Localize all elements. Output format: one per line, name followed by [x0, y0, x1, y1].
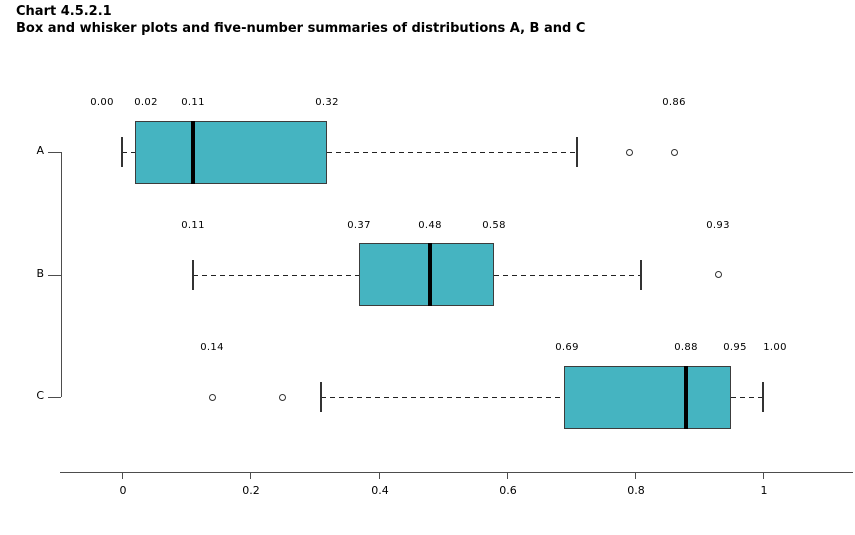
outlier-C [209, 394, 216, 401]
outlier-A [671, 149, 678, 156]
x-tick-label: 0.2 [242, 484, 260, 497]
whisker-cap-high-C [762, 382, 764, 412]
median-B [428, 243, 432, 306]
box-A [135, 121, 327, 184]
outlier-A [626, 149, 633, 156]
row-label-C: C [36, 389, 44, 402]
row-label-B: B [36, 267, 44, 280]
x-tick-label: 1 [760, 484, 768, 497]
x-tick [763, 472, 764, 479]
x-tick-label: 0.6 [499, 484, 517, 497]
median-A [191, 121, 195, 184]
x-tick [122, 472, 123, 479]
x-tick [379, 472, 380, 479]
y-tick-C [48, 397, 61, 398]
whisker-low-A [122, 152, 135, 153]
box-C [564, 366, 731, 429]
x-axis-line [60, 472, 853, 473]
whisker-cap-low-B [192, 260, 194, 290]
x-tick-label: 0.8 [627, 484, 645, 497]
chart-title: Box and whisker plots and five-number su… [16, 21, 586, 36]
whisker-cap-low-C [320, 382, 322, 412]
outlier-C [279, 394, 286, 401]
value-label-C: 0.88 [674, 342, 698, 353]
value-label-A: 0.86 [662, 97, 686, 108]
value-label-B: 0.93 [706, 220, 730, 231]
box-B [359, 243, 494, 306]
value-label-A: 0.02 [134, 97, 158, 108]
value-label-B: 0.58 [482, 220, 506, 231]
value-label-A: 0.00 [90, 97, 114, 108]
whisker-high-A [327, 152, 577, 153]
value-label-B: 0.11 [181, 220, 205, 231]
value-label-A: 0.11 [181, 97, 205, 108]
whisker-cap-high-B [640, 260, 642, 290]
value-label-B: 0.37 [347, 220, 371, 231]
value-label-A: 0.32 [315, 97, 339, 108]
y-tick-B [48, 275, 61, 276]
value-label-B: 0.48 [418, 220, 442, 231]
value-label-C: 0.14 [200, 342, 224, 353]
whisker-low-B [193, 275, 359, 276]
x-tick-label: 0.4 [371, 484, 389, 497]
median-C [684, 366, 688, 429]
x-tick [250, 472, 251, 479]
x-tick-label: 0 [119, 484, 127, 497]
x-tick [635, 472, 636, 479]
row-label-A: A [36, 144, 44, 157]
value-label-C: 0.95 [723, 342, 747, 353]
y-axis-line [61, 152, 62, 397]
whisker-cap-low-A [121, 137, 123, 167]
whisker-low-C [321, 397, 564, 398]
x-tick [507, 472, 508, 479]
chart-number: Chart 4.5.2.1 [16, 4, 112, 19]
outlier-B [715, 271, 722, 278]
whisker-high-C [731, 397, 763, 398]
y-tick-A [48, 152, 61, 153]
value-label-C: 1.00 [763, 342, 787, 353]
whisker-cap-high-A [576, 137, 578, 167]
whisker-high-B [494, 275, 641, 276]
value-label-C: 0.69 [555, 342, 579, 353]
